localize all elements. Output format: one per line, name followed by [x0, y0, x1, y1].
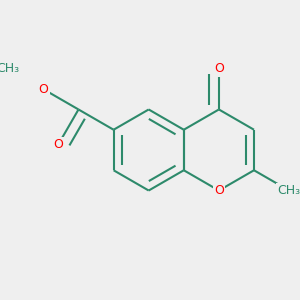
Text: CH₃: CH₃ [0, 62, 20, 75]
Text: CH₃: CH₃ [278, 184, 300, 197]
Text: O: O [53, 138, 63, 151]
Text: O: O [214, 184, 224, 197]
Text: O: O [214, 62, 224, 75]
Text: O: O [38, 83, 48, 96]
